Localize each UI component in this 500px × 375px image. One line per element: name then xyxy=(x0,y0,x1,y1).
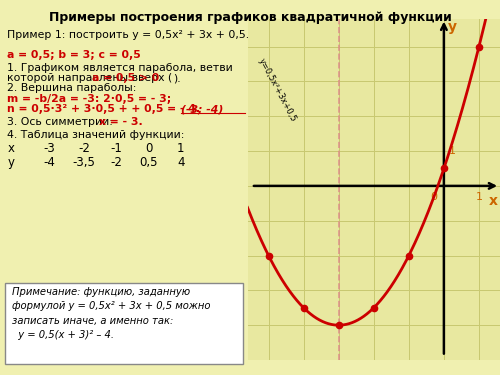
Text: (-3; -4): (-3; -4) xyxy=(180,104,223,114)
Text: 1: 1 xyxy=(448,146,456,156)
Text: n = 0,5·3² + 3·0,5 + + 0,5 = - 4.: n = 0,5·3² + 3·0,5 + + 0,5 = - 4. xyxy=(8,104,200,114)
Text: 1: 1 xyxy=(476,192,482,202)
Text: -3,5: -3,5 xyxy=(72,156,96,169)
Text: Примечание: функцию, заданную
формулой y = 0,5x² + 3x + 0,5 можно
записать иначе: Примечание: функцию, заданную формулой y… xyxy=(12,287,211,340)
Text: 0: 0 xyxy=(430,192,438,202)
Text: a = 0,5; b = 3; c = 0,5: a = 0,5; b = 3; c = 0,5 xyxy=(8,50,141,60)
Text: y: y xyxy=(448,21,457,34)
Text: 2. Вершина параболы:: 2. Вершина параболы: xyxy=(8,83,137,93)
Text: -1: -1 xyxy=(110,142,122,156)
Text: y=0,5x²+3x+0,5: y=0,5x²+3x+0,5 xyxy=(256,57,298,123)
Text: -4: -4 xyxy=(44,156,56,169)
Text: Пример 1: построить y = 0,5x² + 3x + 0,5.: Пример 1: построить y = 0,5x² + 3x + 0,5… xyxy=(0,374,1,375)
Text: y: y xyxy=(8,156,14,169)
Text: Пример 1: построить y = 0,5x² + 3x + 0,5.: Пример 1: построить y = 0,5x² + 3x + 0,5… xyxy=(8,30,250,40)
Text: a = 0,5 > 0: a = 0,5 > 0 xyxy=(92,73,159,83)
Text: Примеры построения графиков квадратичной функции: Примеры построения графиков квадратичной… xyxy=(48,10,452,24)
Text: x: x xyxy=(8,142,14,156)
Text: 4. Таблица значений функции:: 4. Таблица значений функции: xyxy=(8,130,185,140)
Text: 1. Графиком является парабола, ветви: 1. Графиком является парабола, ветви xyxy=(8,63,233,73)
Text: -2: -2 xyxy=(78,142,90,156)
Text: x: x xyxy=(489,194,498,207)
Text: 0: 0 xyxy=(145,142,152,156)
Text: которой направлены вверх (: которой направлены вверх ( xyxy=(0,374,1,375)
FancyBboxPatch shape xyxy=(5,283,242,364)
Text: ).: ). xyxy=(174,73,181,83)
Text: 3. Ось симметрии:: 3. Ось симметрии: xyxy=(8,117,117,127)
Text: 1. Графиком является парабола, ветви
которой направлены вверх (: 1. Графиком является парабола, ветви кот… xyxy=(0,374,1,375)
Text: -2: -2 xyxy=(110,156,122,169)
Text: 1: 1 xyxy=(177,142,184,156)
Text: m = -b/2a = -3: 2·0,5 = - 3;: m = -b/2a = -3: 2·0,5 = - 3; xyxy=(8,94,172,104)
Text: 4: 4 xyxy=(177,156,184,169)
Text: Примеры построения графиков квадратичной функции: Примеры построения графиков квадратичной… xyxy=(0,374,1,375)
Text: a = 0,5; b = 3; c = 0,5: a = 0,5; b = 3; c = 0,5 xyxy=(0,374,1,375)
Text: 0,5: 0,5 xyxy=(139,156,158,169)
Text: -3: -3 xyxy=(44,142,56,156)
Text: которой направлены вверх (: которой направлены вверх ( xyxy=(8,73,172,83)
Text: x = - 3.: x = - 3. xyxy=(99,117,143,127)
